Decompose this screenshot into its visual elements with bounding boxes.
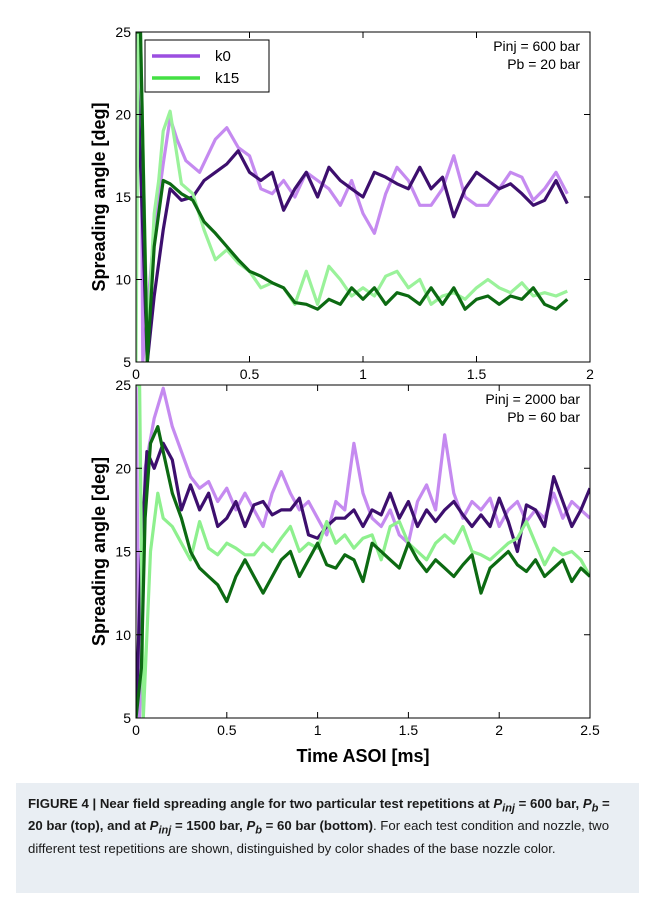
y-tick-label: 10: [115, 627, 131, 643]
y-tick-label: 25: [115, 24, 131, 40]
x-tick-label: 1.5: [399, 722, 419, 738]
x-tick-label: 0: [132, 722, 140, 738]
series-line-2: [136, 441, 590, 718]
x-tick-label: 0.5: [217, 722, 237, 738]
x-tick-label: 1: [314, 722, 322, 738]
y-tick-label: 15: [115, 189, 131, 205]
x-tick-label: 2: [586, 366, 594, 382]
legend-label: k15: [215, 70, 239, 87]
y-tick-label: 20: [115, 460, 131, 476]
condition-annotation: Pb = 60 bar: [507, 409, 580, 425]
series-line-4: [136, 32, 569, 362]
y-tick-label: 5: [123, 354, 131, 370]
series-group: [136, 385, 590, 718]
series-line-3: [136, 32, 568, 362]
figure-caption: FIGURE 4 | Near field spreading angle fo…: [16, 783, 639, 893]
y-tick-label: 5: [123, 710, 131, 726]
series-line-4: [136, 425, 590, 718]
condition-annotation: Pb = 20 bar: [507, 56, 580, 72]
caption-bold: FIGURE 4 | Near field spreading angle fo…: [28, 796, 610, 837]
y-tick-label: 25: [115, 377, 131, 393]
y-axis-label: Spreading angle [deg]: [89, 102, 109, 291]
legend-label: k0: [215, 48, 231, 65]
y-axis-label: Spreading angle [deg]: [89, 457, 109, 646]
series-line-1: [136, 385, 590, 718]
series-line-2: [136, 32, 569, 362]
y-tick-label: 10: [115, 272, 131, 288]
series-line-1: [136, 32, 569, 362]
chart-panel-2: 0 0.5 1 1.5 2 2.5 5 10 15 20 25 Spreading angle [de…: [89, 377, 600, 766]
legend-box: [144, 39, 270, 93]
x-tick-label: 2.5: [580, 722, 600, 738]
condition-annotation: Pinj = 600 bar: [493, 38, 580, 54]
x-tick-label: 1.5: [467, 366, 487, 382]
x-tick-label: 2: [495, 722, 503, 738]
y-tick-label: 20: [115, 107, 131, 123]
x-tick-label: 0.5: [240, 366, 260, 382]
series-group: [136, 32, 569, 362]
x-tick-label: 0: [132, 366, 140, 382]
x-axis-label: Time ASOI [ms]: [296, 746, 429, 766]
condition-annotation: Pinj = 2000 bar: [485, 391, 580, 407]
y-tick-label: 15: [115, 544, 131, 560]
plot-frame: [135, 384, 591, 719]
x-tick-label: 1: [359, 366, 367, 382]
series-line-3: [136, 385, 590, 718]
